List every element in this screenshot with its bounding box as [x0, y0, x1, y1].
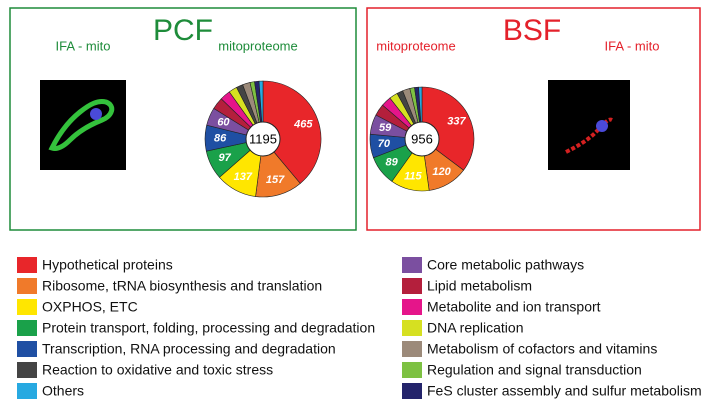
pie-total: 1195	[249, 131, 277, 146]
value-label: 120	[432, 166, 451, 178]
legend-label: DNA replication	[427, 320, 524, 336]
pie-slice	[421, 86, 475, 171]
legend-label: Ribosome, tRNA biosynthesis and translat…	[42, 278, 322, 294]
value-label: 157	[266, 174, 285, 186]
legend-label: Protein transport, folding, processing a…	[42, 320, 375, 336]
value-label: 337	[447, 116, 466, 128]
legend-swatch	[402, 257, 422, 273]
value-label: 465	[293, 118, 313, 130]
legend-label: FeS cluster assembly and sulfur metaboli…	[427, 383, 702, 399]
legend-label: OXPHOS, ETC	[42, 299, 138, 315]
value-label: 60	[217, 116, 230, 128]
pcf-box	[9, 7, 357, 231]
legend-label: Core metabolic pathways	[427, 257, 584, 273]
legend-label: Metabolite and ion transport	[427, 299, 601, 315]
chart-subtitle: mitoproteome	[218, 38, 297, 53]
pcf-image	[40, 80, 126, 170]
pie-total: 956	[411, 131, 433, 146]
legend-label: Transcription, RNA processing and degrad…	[42, 341, 336, 357]
legend-swatch	[402, 299, 422, 315]
legend-label: Lipid metabolism	[427, 278, 532, 294]
legend-label: Regulation and signal transduction	[427, 362, 642, 378]
legend-swatch	[402, 278, 422, 294]
legend-swatch	[402, 320, 422, 336]
legend-swatch	[17, 341, 37, 357]
value-label: 59	[379, 122, 392, 134]
legend-label: Hypothetical proteins	[42, 257, 173, 273]
legend-swatch	[402, 341, 422, 357]
chart-title: BSF	[503, 14, 561, 47]
legend-swatch	[17, 257, 37, 273]
pie-center	[404, 121, 440, 157]
legend-swatch	[402, 362, 422, 378]
legend-swatch	[17, 383, 37, 399]
legend-label: Metabolism of cofactors and vitamins	[427, 341, 657, 357]
value-label: 86	[214, 132, 227, 144]
legend-swatch	[17, 299, 37, 315]
value-label: 89	[385, 157, 398, 169]
legend-swatch	[17, 362, 37, 378]
image-label: IFA - mito	[605, 38, 660, 53]
chart-title: PCF	[153, 14, 213, 47]
legend-label: Others	[42, 383, 84, 399]
value-label: 115	[404, 170, 422, 182]
bsf-box	[366, 7, 701, 231]
image-label: IFA - mito	[56, 38, 111, 53]
legend-swatch	[402, 383, 422, 399]
bsf-image	[548, 80, 630, 170]
legend-swatch	[17, 278, 37, 294]
legend-swatch	[17, 320, 37, 336]
pie-slice	[262, 80, 322, 184]
legend-label: Reaction to oxidative and toxic stress	[42, 362, 273, 378]
value-label: 97	[219, 152, 232, 164]
pie-center	[245, 121, 281, 157]
value-label: 137	[234, 171, 253, 183]
chart-subtitle: mitoproteome	[376, 38, 455, 53]
value-label: 70	[378, 138, 391, 150]
